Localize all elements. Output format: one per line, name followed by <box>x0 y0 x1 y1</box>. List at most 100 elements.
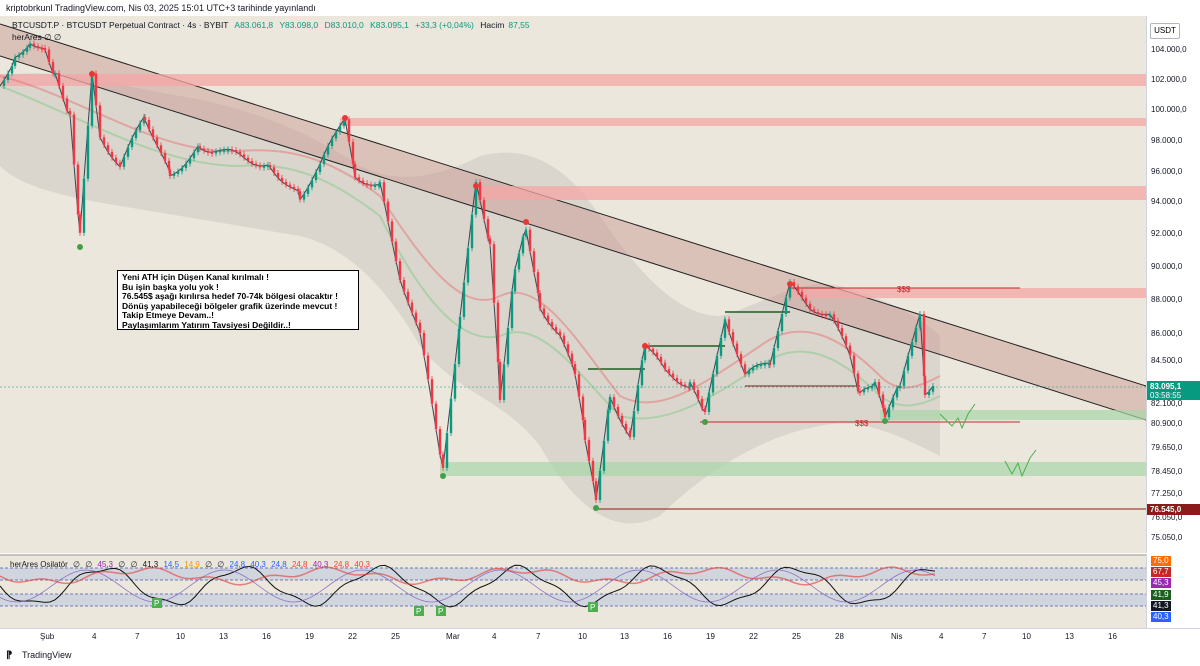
indicator-legend[interactable]: herAres ∅ ∅ <box>12 32 61 43</box>
price-tick: 102.000,0 <box>1151 75 1187 84</box>
candle-body <box>616 406 620 416</box>
candle-body <box>532 251 536 273</box>
oscillator-pane[interactable]: P P P P <box>0 554 1146 630</box>
candle-body <box>61 85 65 99</box>
candle-body <box>90 73 94 126</box>
swing-high-marker <box>642 343 648 349</box>
candle-body <box>502 364 506 400</box>
candle-body <box>342 119 346 126</box>
candle-body <box>824 314 828 317</box>
price-tick: 104.000,0 <box>1151 45 1187 54</box>
candle-body <box>521 236 525 254</box>
candle-body <box>17 55 21 58</box>
osc-value: 14,9 <box>184 560 200 569</box>
osc-value: 40,3 <box>250 560 266 569</box>
candle-body <box>453 364 457 399</box>
currency-button[interactable]: USDT <box>1150 23 1180 39</box>
time-label: 16 <box>663 632 672 641</box>
candle-body <box>808 303 812 310</box>
candle-body <box>78 214 82 233</box>
time-label: 7 <box>536 632 541 641</box>
candle-body <box>927 391 931 395</box>
candle-body <box>776 331 780 349</box>
candle-body <box>222 149 226 152</box>
text-annotation[interactable]: Yeni ATH için Düşen Kanal kırılmalı ! Bu… <box>117 270 359 330</box>
candle-body <box>510 291 514 328</box>
candle-body <box>102 137 106 146</box>
candle-body <box>262 165 266 168</box>
candle-body <box>40 47 44 50</box>
candle-body <box>482 200 486 220</box>
price-chart[interactable]: $$$ $$$ <box>0 16 1146 553</box>
candle-body <box>406 291 410 303</box>
price-axis[interactable]: 104.000,0 102.000,0 100.000,0 98.000,0 9… <box>1146 16 1200 553</box>
candle-body <box>792 282 796 287</box>
candle-body <box>887 407 891 418</box>
candle-body <box>268 165 272 168</box>
candle-body <box>587 439 591 461</box>
oscillator-axis[interactable]: 75,0 67,7 45,3 41,9 41,3 40,3 <box>1146 554 1200 628</box>
candle-body <box>202 148 206 151</box>
candle-body <box>780 314 784 332</box>
candle-body <box>606 410 610 441</box>
candle-body <box>640 360 644 386</box>
footer-brand[interactable]: TradingView <box>22 650 72 660</box>
candle-body <box>743 364 747 375</box>
candle-body <box>234 150 238 153</box>
candle-body <box>651 348 655 353</box>
time-label: 7 <box>135 632 140 641</box>
open-value: A83.061,8 <box>234 20 274 30</box>
candle-body <box>902 370 906 386</box>
candle-body <box>238 151 242 155</box>
candle-body <box>147 119 151 130</box>
candle-body <box>877 382 881 395</box>
target-price-tag: 76.545,0 <box>1147 504 1200 515</box>
candle-body <box>334 131 338 139</box>
price-tick: 79.650,0 <box>1151 443 1183 452</box>
time-label: 25 <box>792 632 801 641</box>
osc-axis-tag: 40,3 <box>1151 612 1171 622</box>
candle-body <box>72 114 76 165</box>
candle-body <box>870 386 874 389</box>
tradingview-logo-icon[interactable]: ⁋ <box>6 650 13 661</box>
oscillator-line-red <box>0 566 936 586</box>
oscillator-legend[interactable]: herAres Osilatör ∅ ∅ 45,3 ∅ ∅ 41,3 14,5 … <box>10 560 373 569</box>
candle-body <box>723 319 727 338</box>
candle-body <box>122 156 126 167</box>
annotation-line: Dönüş yapabileceği bölgeler grafik üzeri… <box>122 300 338 311</box>
projection-zigzag-1 <box>939 403 976 430</box>
price-tick: 84.500,0 <box>1151 356 1183 365</box>
osc-value: ∅ <box>205 560 213 569</box>
change-value: +33,3 (+0,04%) <box>415 20 474 30</box>
osc-value: 24,8 <box>291 560 308 569</box>
candle-body <box>546 315 550 322</box>
candle-body <box>390 221 394 242</box>
time-label: Nis <box>891 632 903 641</box>
time-axis[interactable]: Şub 4 7 10 13 16 19 22 25 Mar 4 7 10 13 … <box>0 628 1200 647</box>
candle-body <box>906 355 910 371</box>
candle-body <box>828 314 832 317</box>
candle-body <box>703 408 707 413</box>
candle-body <box>192 152 196 159</box>
candle-body <box>816 311 820 314</box>
candle-body <box>288 184 292 187</box>
candle-body <box>751 367 755 371</box>
symbol-label[interactable]: BTCUSDT.P · BTCUSDT Perpetual Contract ·… <box>12 20 229 30</box>
candle-body <box>598 470 602 500</box>
candle-body <box>142 117 146 124</box>
price-tick: 96.000,0 <box>1151 167 1183 176</box>
time-label: Mar <box>446 632 460 641</box>
osc-value: ∅ <box>73 560 80 569</box>
candle-body <box>21 51 25 56</box>
candle-body <box>675 377 679 382</box>
candle-body <box>351 141 355 164</box>
candle-body <box>466 248 470 283</box>
candle-body <box>76 164 80 215</box>
candle-body <box>155 137 159 146</box>
candle-body <box>398 261 402 280</box>
candle-body <box>632 411 636 438</box>
candle-body <box>210 151 214 154</box>
candle-body <box>326 146 330 155</box>
time-label: 16 <box>262 632 271 641</box>
candle-body <box>377 184 381 187</box>
